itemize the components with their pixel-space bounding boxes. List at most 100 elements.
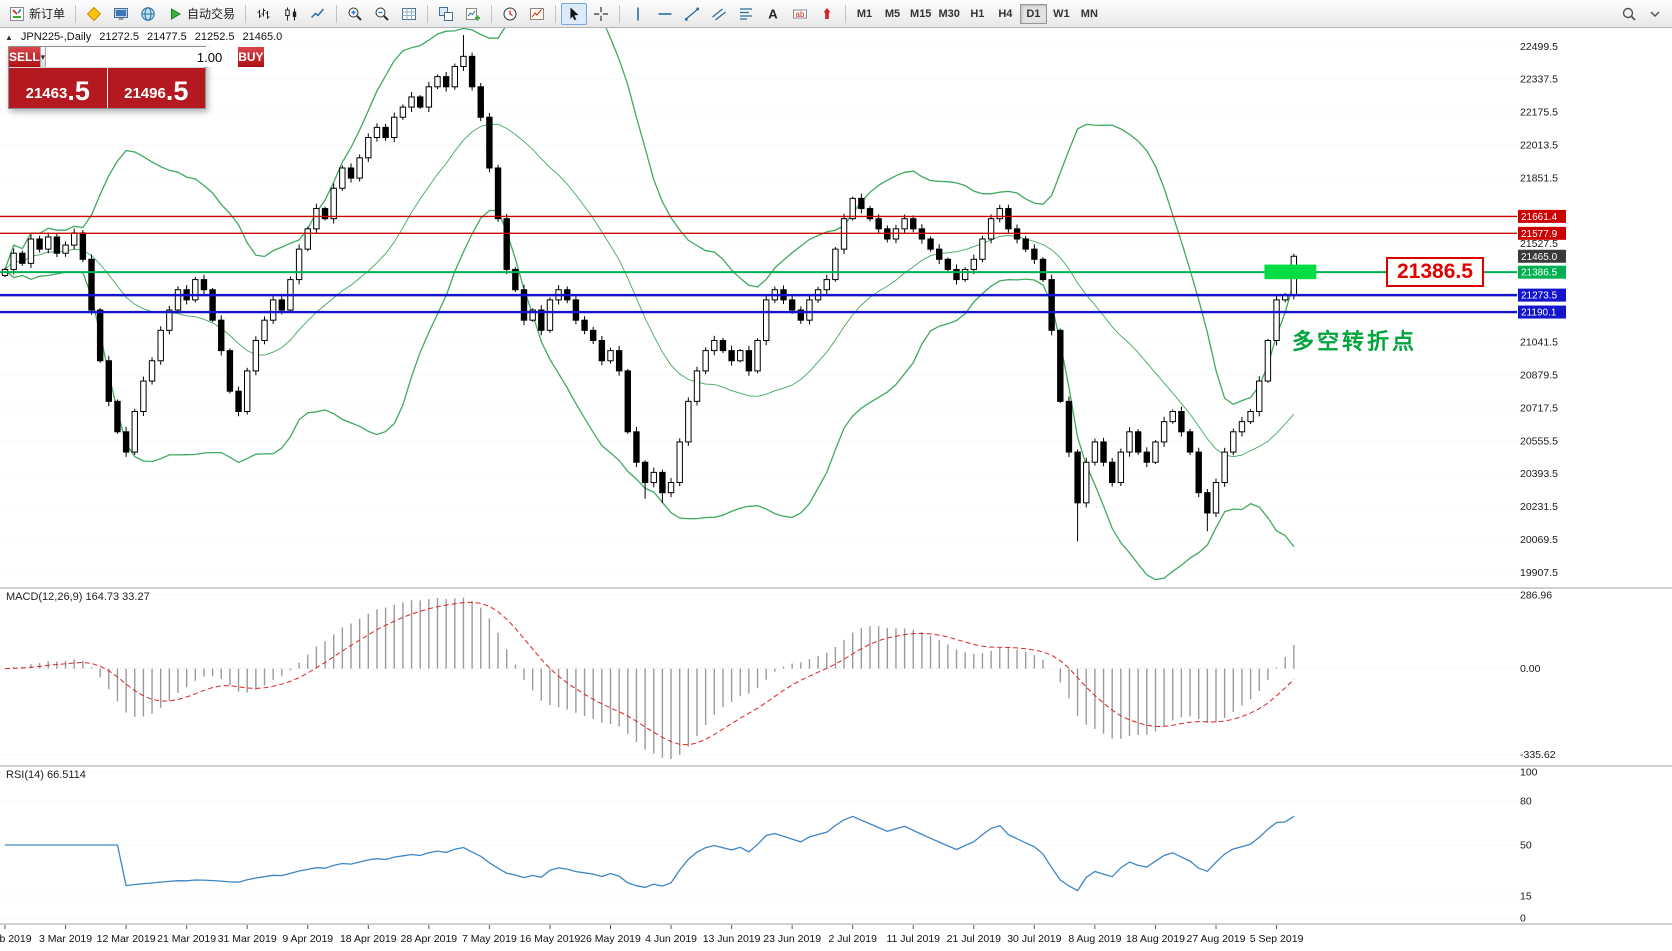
one-click-trading-panel: SELL ▾ BUY 21463 .5 21496 .5 xyxy=(8,46,264,109)
autoplay-icon xyxy=(171,7,182,20)
grid-button[interactable] xyxy=(396,3,422,25)
sell-price-main: 21463 xyxy=(25,85,68,102)
price-axis-tick: 22175.5 xyxy=(1520,107,1558,119)
time-axis-label: 28 Apr 2019 xyxy=(401,933,458,945)
time-axis-label: 21 Mar 2019 xyxy=(157,933,216,945)
templates-button[interactable] xyxy=(524,3,550,25)
fibonacci-icon xyxy=(740,7,753,20)
toolbar-separator xyxy=(555,4,557,23)
turning-point-note-object[interactable]: 多空转折点 xyxy=(1292,329,1418,354)
clock-icon xyxy=(503,7,517,20)
time-axis-label: 18 Apr 2019 xyxy=(340,933,397,945)
vertical-line-button[interactable] xyxy=(625,3,651,25)
search-icon xyxy=(1622,7,1636,21)
new-order-button[interactable]: 新订单 xyxy=(4,3,70,25)
time-axis-label: 27 Aug 2019 xyxy=(1187,933,1246,945)
timeframe-mn-button[interactable]: MN xyxy=(1080,7,1098,20)
horizontal-line-objects xyxy=(0,215,1517,314)
timeframe-m1-button[interactable]: M1 xyxy=(856,7,873,20)
buy-price-main: 21496 xyxy=(124,85,166,102)
timeframe-m30-button[interactable]: M30 xyxy=(938,7,960,20)
ohlc-low: 21252.5 xyxy=(194,31,235,43)
globe-icon xyxy=(141,6,155,21)
buy-price-button[interactable]: 21496 .5 xyxy=(107,68,205,108)
volume-dropdown-button[interactable]: ▾ xyxy=(39,47,47,67)
zoom-out-button[interactable] xyxy=(369,3,395,25)
timeframe-w1-button[interactable]: W1 xyxy=(1053,7,1070,20)
toolbar-overflow-button[interactable] xyxy=(1642,3,1668,25)
terminal-button[interactable] xyxy=(108,3,134,25)
price-marker-box: 21273.5 xyxy=(1521,291,1558,302)
bar-chart-mode-button[interactable] xyxy=(251,3,277,25)
sell-button[interactable]: SELL xyxy=(9,47,40,67)
price-level-label-object[interactable]: 21386.5 xyxy=(1386,257,1484,287)
timeframe-m15-button[interactable]: M15 xyxy=(910,7,932,20)
toolbar-right-group xyxy=(1616,3,1668,25)
bollinger-lower-band xyxy=(4,209,1295,581)
price-axis-tick: 21041.5 xyxy=(1520,337,1558,349)
buy-button[interactable]: BUY xyxy=(238,47,264,67)
candlestick-mode-button[interactable] xyxy=(278,3,304,25)
timeframe-h1-button[interactable]: H1 xyxy=(970,7,985,20)
crosshair-icon xyxy=(594,6,609,21)
arrows-icon xyxy=(823,7,831,19)
zoom-in-button[interactable] xyxy=(342,3,368,25)
fibonacci-button[interactable] xyxy=(733,3,759,25)
line-chart-mode-button[interactable] xyxy=(305,3,331,25)
highlight-rectangle-object[interactable] xyxy=(1264,264,1317,280)
cursor-icon xyxy=(570,7,579,20)
price-axis-tick: 20393.5 xyxy=(1520,468,1558,480)
macd-axis-tick: 286.96 xyxy=(1520,590,1552,602)
time-axis-label: 5 Sep 2019 xyxy=(1250,933,1304,945)
rsi-axis-tick: 100 xyxy=(1520,767,1538,779)
ohlc-close: 21465.0 xyxy=(242,31,283,43)
time-axis-label: 9 Apr 2019 xyxy=(282,933,333,945)
time-axis-label: 13 Jun 2019 xyxy=(703,933,761,945)
trendline-button[interactable] xyxy=(679,3,705,25)
macd-axis-tick: 0.00 xyxy=(1520,663,1541,675)
equidistant-channel-button[interactable] xyxy=(706,3,732,25)
sell-price-fraction: .5 xyxy=(67,76,90,106)
price-marker-box: 21190.1 xyxy=(1521,308,1557,319)
timeframe-h4-button[interactable]: H4 xyxy=(998,7,1013,20)
text-button[interactable]: A xyxy=(760,3,786,25)
time-axis-label: 31 Mar 2019 xyxy=(218,933,277,945)
time-axis-label: 16 May 2019 xyxy=(520,933,581,945)
new-order-icon xyxy=(10,6,24,21)
time-axis-label: 18 Aug 2019 xyxy=(1126,933,1185,945)
text-label-button[interactable]: ab xyxy=(787,3,813,25)
autotrading-button[interactable]: 自动交易 xyxy=(162,3,240,25)
tile-windows-button[interactable] xyxy=(433,3,459,25)
time-axis-label: 30 Jul 2019 xyxy=(1007,933,1061,945)
volume-input[interactable] xyxy=(46,47,239,67)
collapse-arrow-icon[interactable]: ▲ xyxy=(5,32,13,42)
label-icon: ab xyxy=(793,9,808,18)
symbol-name: JPN225-,Daily xyxy=(20,31,92,43)
ohlc-open: 21272.5 xyxy=(99,31,139,43)
time-axis-label: 3 Mar 2019 xyxy=(39,933,92,945)
bollinger-upper-band xyxy=(4,28,1295,406)
price-axis-tick: 22499.5 xyxy=(1520,41,1558,53)
line-chart-icon xyxy=(311,8,325,18)
cursor-button[interactable] xyxy=(561,2,588,25)
price-axis-tick: 22337.5 xyxy=(1520,74,1558,86)
rsi-axis-tick: 15 xyxy=(1520,891,1532,903)
hline-icon xyxy=(658,12,672,15)
search-button[interactable] xyxy=(1616,3,1642,25)
zoom-out-icon xyxy=(375,7,389,21)
new-chart-button[interactable] xyxy=(460,3,486,25)
crosshair-button[interactable] xyxy=(588,3,614,25)
main-gridlines xyxy=(0,45,1517,573)
timeframe-d1-button[interactable]: D1 xyxy=(1019,3,1047,24)
timeframe-m5-button[interactable]: M5 xyxy=(884,7,901,20)
price-axis-tick: 21851.5 xyxy=(1520,172,1558,184)
template-icon xyxy=(530,7,545,20)
arrows-button[interactable] xyxy=(814,3,840,25)
market-button[interactable] xyxy=(81,3,107,25)
sell-price-button[interactable]: 21463 .5 xyxy=(9,68,107,108)
webtrader-button[interactable] xyxy=(135,3,161,25)
vline-icon xyxy=(637,7,639,20)
caret-icon xyxy=(1650,10,1660,17)
periods-button[interactable] xyxy=(497,3,523,25)
horizontal-line-button[interactable] xyxy=(652,3,678,25)
